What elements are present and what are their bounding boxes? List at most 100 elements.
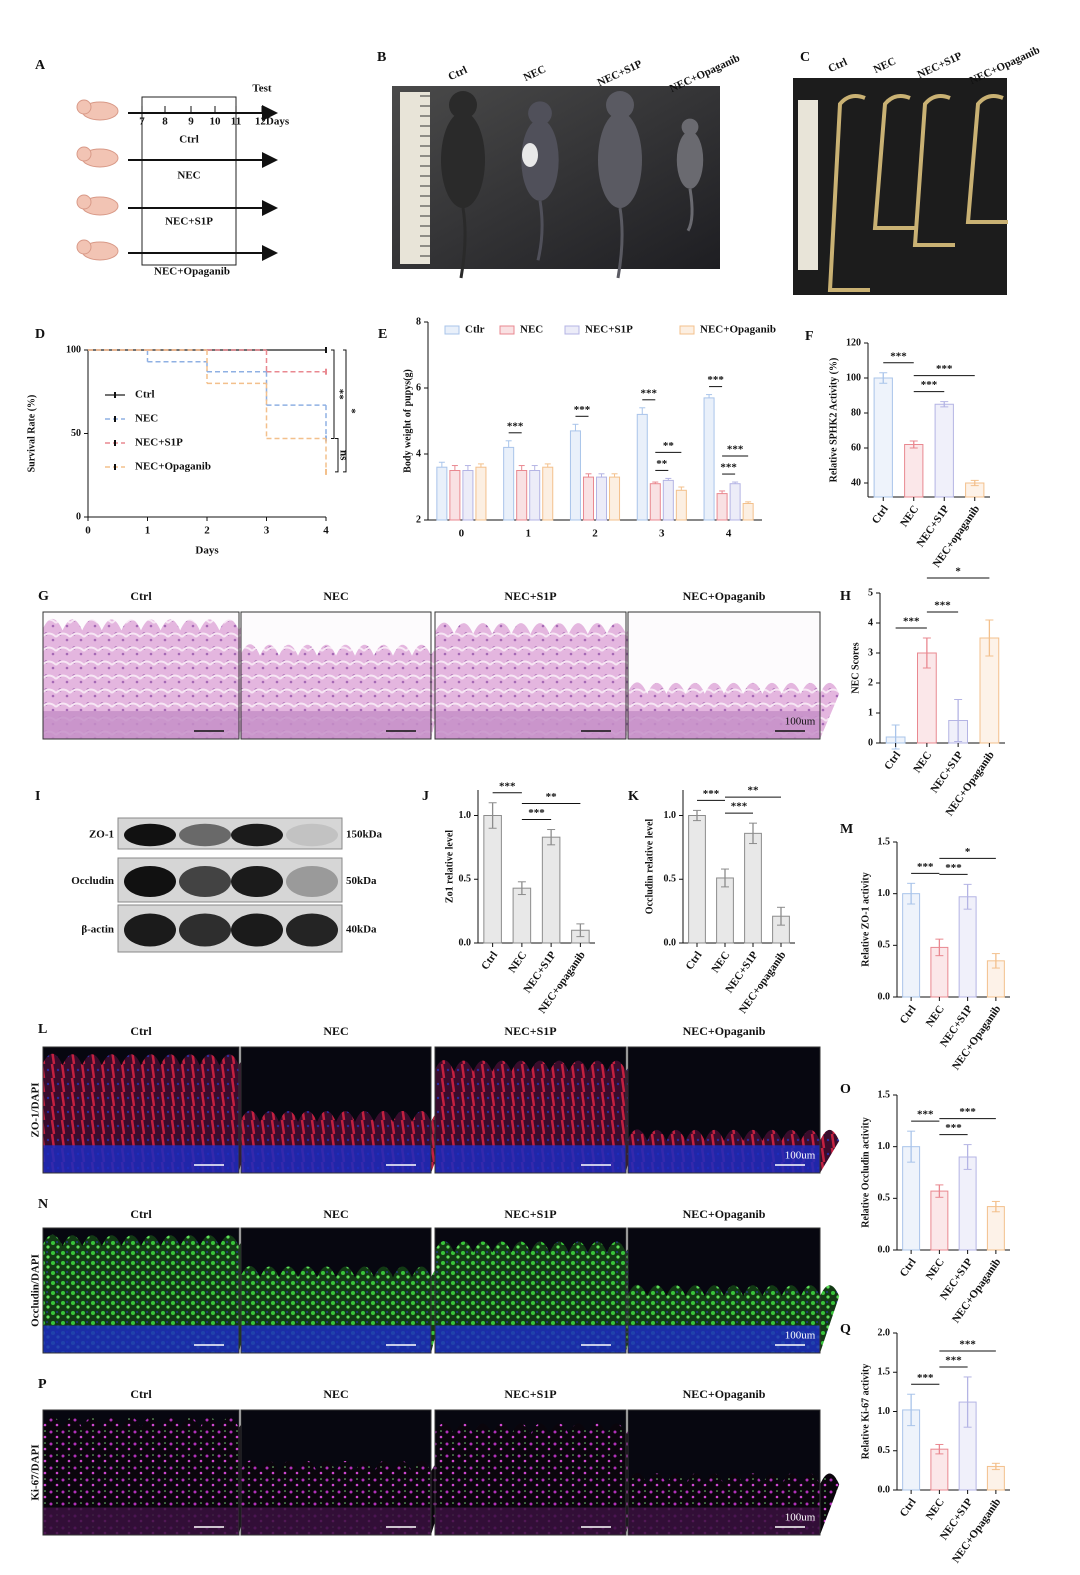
x-tick-label: Ctrl bbox=[898, 1003, 919, 1026]
x-tick-label: 4 bbox=[726, 528, 732, 540]
ruler bbox=[400, 92, 430, 264]
blot-band bbox=[231, 913, 283, 947]
y-tick-label: 3 bbox=[868, 647, 873, 658]
sig-label: * bbox=[345, 408, 357, 414]
panel-label: L bbox=[38, 1022, 47, 1037]
y-tick-label: 80 bbox=[851, 407, 861, 418]
day-label: 12Days bbox=[255, 116, 290, 128]
panel-label: D bbox=[35, 327, 45, 342]
panel-label: H bbox=[840, 589, 851, 604]
intestine bbox=[912, 94, 955, 247]
tile-border bbox=[42, 1409, 240, 1536]
tissue-base bbox=[241, 1325, 431, 1353]
test-label: Test bbox=[252, 83, 271, 95]
sig-label: *** bbox=[936, 363, 953, 375]
pup-tail bbox=[686, 188, 694, 232]
group-title: Ctrl bbox=[130, 1024, 152, 1038]
pup-body bbox=[521, 119, 559, 201]
y-tick-label: 1.0 bbox=[878, 1406, 891, 1417]
y-tick-label: 120 bbox=[846, 337, 861, 348]
sig-label: *** bbox=[945, 1122, 962, 1134]
tile-border bbox=[42, 1046, 240, 1174]
bar bbox=[449, 470, 461, 521]
blot-band bbox=[286, 865, 338, 898]
panel-label: E bbox=[378, 327, 387, 342]
tissue-base bbox=[628, 1145, 820, 1173]
y-tick-label: 2.0 bbox=[878, 1327, 891, 1338]
ruler bbox=[798, 100, 818, 270]
bar bbox=[904, 444, 924, 498]
x-tick-label: 0 bbox=[459, 528, 465, 540]
bar bbox=[716, 493, 728, 521]
panel-label: K bbox=[628, 789, 639, 804]
y-axis-label: Occludin relative level bbox=[644, 819, 655, 915]
group-title: NEC+S1P bbox=[504, 1024, 556, 1038]
group-title: NEC bbox=[323, 1207, 348, 1221]
tile-border bbox=[42, 611, 240, 740]
y-tick-label: 6 bbox=[416, 382, 421, 393]
sig-label: *** bbox=[507, 420, 524, 432]
y-tick-label: 0.5 bbox=[878, 1445, 891, 1456]
bar bbox=[716, 877, 734, 944]
x-tick-label: 3 bbox=[264, 525, 270, 537]
x-tick-label: Ctrl bbox=[898, 1496, 919, 1519]
x-tick-label: 4 bbox=[323, 525, 329, 537]
tissue-base bbox=[43, 1325, 239, 1353]
bar bbox=[688, 815, 706, 944]
x-tick-label: NEC bbox=[506, 949, 529, 975]
panel-label: N bbox=[38, 1197, 48, 1212]
x-tick-label: NEC bbox=[924, 1256, 947, 1282]
tile-border bbox=[627, 1227, 821, 1354]
tile-border bbox=[627, 611, 821, 740]
bar bbox=[986, 1206, 1005, 1251]
sig-label: ** bbox=[748, 785, 760, 797]
bar bbox=[503, 446, 515, 521]
x-tick-label: 1 bbox=[525, 528, 531, 540]
bar bbox=[662, 479, 674, 521]
group-title: NEC+S1P bbox=[504, 1207, 556, 1221]
x-tick-label: 2 bbox=[592, 528, 598, 540]
scale-label: 100um bbox=[785, 1150, 816, 1162]
x-tick-label: NEC bbox=[898, 503, 921, 529]
day-label: 10 bbox=[210, 116, 222, 128]
y-tick-label: 1.5 bbox=[878, 836, 891, 847]
bar bbox=[729, 483, 741, 521]
tissue bbox=[43, 1053, 259, 1173]
tile-border bbox=[434, 611, 627, 740]
tissue bbox=[435, 622, 646, 739]
panel-label: F bbox=[805, 329, 814, 344]
y-tick-label: 100 bbox=[846, 372, 861, 383]
pup-head bbox=[76, 99, 92, 115]
group-title: NEC bbox=[323, 1387, 348, 1401]
pup-head bbox=[76, 194, 92, 210]
y-tick-label: 0.5 bbox=[878, 1193, 891, 1204]
bar bbox=[675, 489, 687, 521]
bar bbox=[930, 1190, 949, 1251]
sig-label: *** bbox=[528, 807, 545, 819]
tile-border bbox=[627, 1046, 821, 1174]
tissue-base bbox=[241, 1507, 431, 1535]
tile-border bbox=[434, 1409, 627, 1536]
sig-label: *** bbox=[903, 616, 920, 628]
panel-label: M bbox=[840, 822, 853, 837]
panel-label: I bbox=[35, 789, 40, 804]
sig-label: ** bbox=[333, 389, 345, 401]
sig-label: * bbox=[965, 846, 971, 858]
bar bbox=[636, 413, 648, 521]
bar bbox=[958, 1156, 977, 1251]
blot-band bbox=[179, 913, 231, 947]
bar bbox=[596, 476, 608, 521]
sig-label: *** bbox=[934, 600, 951, 612]
pup-head bbox=[449, 91, 477, 119]
x-tick-label: Ctrl bbox=[882, 749, 903, 772]
group-title: NEC+Opaganib bbox=[683, 1207, 766, 1221]
sig-label: *** bbox=[720, 462, 737, 474]
sig-label: *** bbox=[921, 379, 938, 391]
pup-head bbox=[681, 118, 699, 136]
y-tick-label: 0.5 bbox=[459, 874, 472, 885]
tissue-base bbox=[241, 1145, 431, 1173]
y-tick-label: 0.5 bbox=[878, 940, 891, 951]
tissue-base bbox=[241, 711, 431, 739]
group-label: Ctrl bbox=[446, 64, 469, 83]
tile-border bbox=[240, 611, 432, 740]
